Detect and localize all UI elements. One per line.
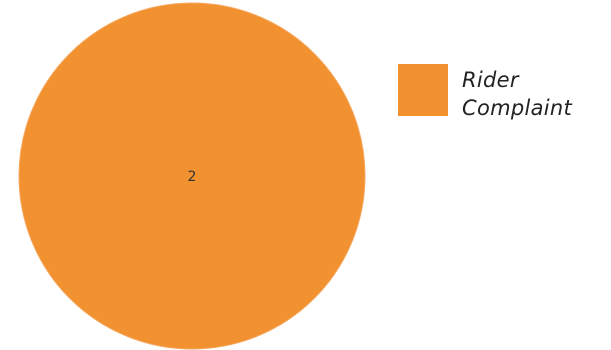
legend: Rider Complaint: [398, 64, 602, 122]
pie-slices: [18, 2, 366, 350]
legend-swatch-rider-complaint: [398, 64, 448, 116]
legend-label-rider-complaint: Rider Complaint: [462, 68, 573, 120]
pie-data-label-rider-complaint: 2: [188, 169, 197, 185]
pie-data-labels: 2: [188, 169, 197, 185]
pie-slice-rider-complaint: [18, 2, 366, 350]
